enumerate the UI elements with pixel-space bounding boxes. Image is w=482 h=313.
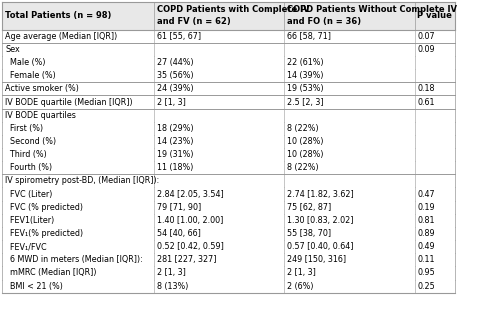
Text: Total Patients (n = 98): Total Patients (n = 98) bbox=[5, 11, 112, 20]
Text: 22 (61%): 22 (61%) bbox=[287, 58, 324, 67]
Text: COPD Patients Without Complete IV
and FO (n = 36): COPD Patients Without Complete IV and FO… bbox=[287, 5, 457, 26]
Text: BMI < 21 (%): BMI < 21 (%) bbox=[5, 282, 63, 290]
Text: 61 [55, 67]: 61 [55, 67] bbox=[157, 32, 201, 41]
Text: FEV₁(% predicted): FEV₁(% predicted) bbox=[5, 229, 83, 238]
Text: 0.19: 0.19 bbox=[417, 203, 435, 212]
Text: 6 MWD in meters (Median [IQR]):: 6 MWD in meters (Median [IQR]): bbox=[5, 255, 143, 264]
Text: Active smoker (%): Active smoker (%) bbox=[5, 85, 79, 93]
Text: 0.07: 0.07 bbox=[417, 32, 435, 41]
Text: FEV₁/FVC: FEV₁/FVC bbox=[5, 242, 47, 251]
Text: Female (%): Female (%) bbox=[5, 71, 56, 80]
Text: 8 (13%): 8 (13%) bbox=[157, 282, 188, 290]
Text: Male (%): Male (%) bbox=[5, 58, 46, 67]
Text: P value: P value bbox=[417, 11, 452, 20]
Text: 8 (22%): 8 (22%) bbox=[287, 163, 319, 172]
Text: 0.95: 0.95 bbox=[417, 269, 435, 277]
Text: IV BODE quartiles: IV BODE quartiles bbox=[5, 111, 76, 120]
Text: FVC (% predicted): FVC (% predicted) bbox=[5, 203, 83, 212]
Text: 2 [1, 3]: 2 [1, 3] bbox=[287, 269, 316, 277]
Text: IV BODE quartile (Median [IQR]): IV BODE quartile (Median [IQR]) bbox=[5, 98, 133, 106]
Text: Age average (Median [IQR]): Age average (Median [IQR]) bbox=[5, 32, 118, 41]
Text: Fourth (%): Fourth (%) bbox=[5, 163, 53, 172]
Text: 14 (39%): 14 (39%) bbox=[287, 71, 324, 80]
Text: 2.5 [2, 3]: 2.5 [2, 3] bbox=[287, 98, 324, 106]
Text: 0.49: 0.49 bbox=[417, 242, 435, 251]
Text: 75 [62, 87]: 75 [62, 87] bbox=[287, 203, 332, 212]
Text: Sex: Sex bbox=[5, 45, 20, 54]
Text: 10 (28%): 10 (28%) bbox=[287, 137, 324, 146]
Bar bbox=[2, 2, 455, 30]
Text: 27 (44%): 27 (44%) bbox=[157, 58, 194, 67]
Text: 11 (18%): 11 (18%) bbox=[157, 163, 193, 172]
Text: 0.47: 0.47 bbox=[417, 190, 435, 198]
Text: IV spirometry post-BD, (Median [IQR]):: IV spirometry post-BD, (Median [IQR]): bbox=[5, 177, 160, 185]
Text: 2.74 [1.82, 3.62]: 2.74 [1.82, 3.62] bbox=[287, 190, 354, 198]
Text: 55 [38, 70]: 55 [38, 70] bbox=[287, 229, 332, 238]
Text: 19 (53%): 19 (53%) bbox=[287, 85, 324, 93]
Text: 2 [1, 3]: 2 [1, 3] bbox=[157, 98, 186, 106]
Text: 2 [1, 3]: 2 [1, 3] bbox=[157, 269, 186, 277]
Text: mMRC (Median [IQR]): mMRC (Median [IQR]) bbox=[5, 269, 97, 277]
Text: 281 [227, 327]: 281 [227, 327] bbox=[157, 255, 216, 264]
Text: COPD Patients with Complete IV
and FV (n = 62): COPD Patients with Complete IV and FV (n… bbox=[157, 5, 310, 26]
Text: Second (%): Second (%) bbox=[5, 137, 56, 146]
Text: 79 [71, 90]: 79 [71, 90] bbox=[157, 203, 201, 212]
Text: 2.84 [2.05, 3.54]: 2.84 [2.05, 3.54] bbox=[157, 190, 224, 198]
Text: 54 [40, 66]: 54 [40, 66] bbox=[157, 229, 201, 238]
Text: 0.81: 0.81 bbox=[417, 216, 435, 225]
Text: First (%): First (%) bbox=[5, 124, 43, 133]
Text: 0.57 [0.40, 0.64]: 0.57 [0.40, 0.64] bbox=[287, 242, 354, 251]
Text: 0.52 [0.42, 0.59]: 0.52 [0.42, 0.59] bbox=[157, 242, 224, 251]
Text: 249 [150, 316]: 249 [150, 316] bbox=[287, 255, 347, 264]
Text: 0.18: 0.18 bbox=[417, 85, 435, 93]
Text: 18 (29%): 18 (29%) bbox=[157, 124, 194, 133]
Text: FEV1(Liter): FEV1(Liter) bbox=[5, 216, 54, 225]
Text: 0.25: 0.25 bbox=[417, 282, 435, 290]
Text: 0.61: 0.61 bbox=[417, 98, 435, 106]
Text: 0.89: 0.89 bbox=[417, 229, 435, 238]
Text: 0.09: 0.09 bbox=[417, 45, 435, 54]
Text: 10 (28%): 10 (28%) bbox=[287, 150, 324, 159]
Text: 0.11: 0.11 bbox=[417, 255, 435, 264]
Text: 66 [58, 71]: 66 [58, 71] bbox=[287, 32, 331, 41]
Text: 14 (23%): 14 (23%) bbox=[157, 137, 194, 146]
Text: Third (%): Third (%) bbox=[5, 150, 47, 159]
Text: 8 (22%): 8 (22%) bbox=[287, 124, 319, 133]
Text: 1.40 [1.00, 2.00]: 1.40 [1.00, 2.00] bbox=[157, 216, 224, 225]
Text: 1.30 [0.83, 2.02]: 1.30 [0.83, 2.02] bbox=[287, 216, 354, 225]
Text: 2 (6%): 2 (6%) bbox=[287, 282, 314, 290]
Text: FVC (Liter): FVC (Liter) bbox=[5, 190, 53, 198]
Text: 24 (39%): 24 (39%) bbox=[157, 85, 194, 93]
Text: 19 (31%): 19 (31%) bbox=[157, 150, 194, 159]
Text: 35 (56%): 35 (56%) bbox=[157, 71, 194, 80]
